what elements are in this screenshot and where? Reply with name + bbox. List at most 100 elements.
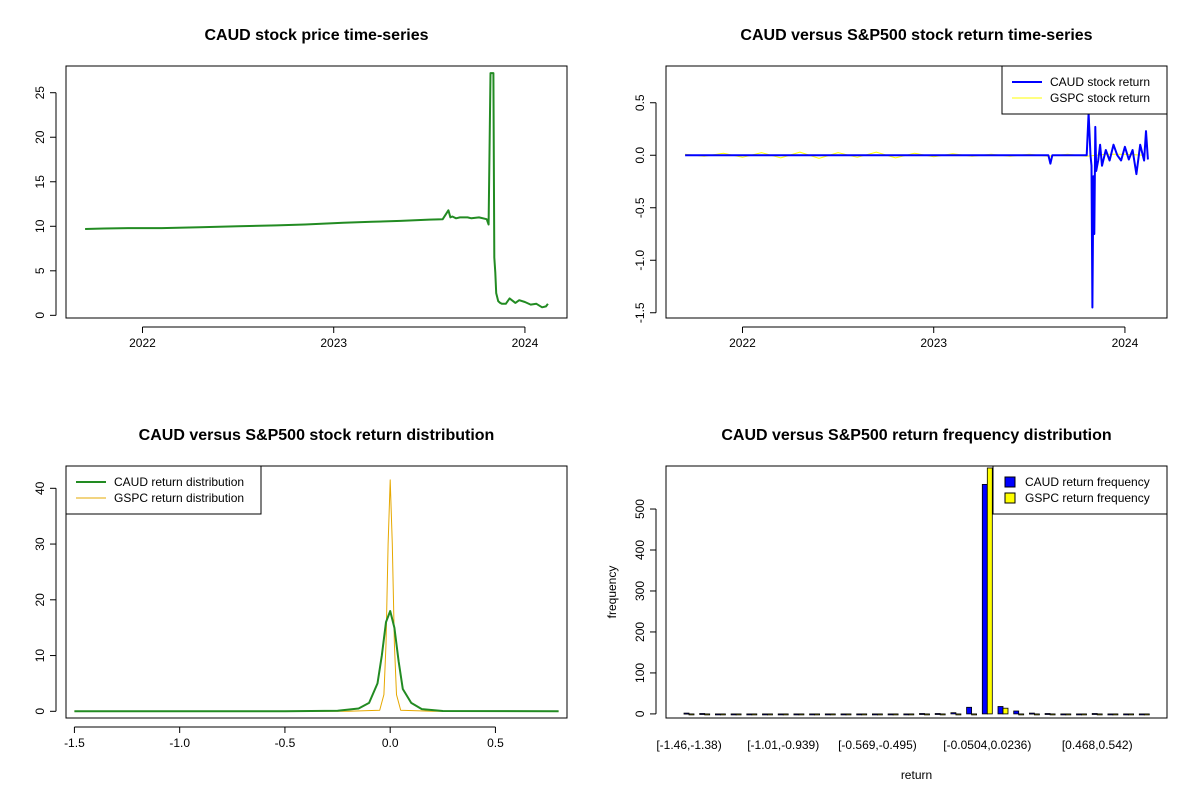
- x-tick-label: [-0.0504,0.0236): [943, 738, 1031, 752]
- legend-box: [65, 465, 262, 515]
- caud-bar: [683, 712, 690, 715]
- caud-bar: [950, 712, 957, 715]
- caud-bar: [715, 713, 721, 716]
- price-panel: CAUD stock price time-series 0 5 10 15 20 25 20…: [33, 27, 568, 350]
- caud-bar: [824, 713, 831, 716]
- legend-label: GSPC stock return: [1050, 91, 1150, 105]
- x-tick-label: 2022: [129, 336, 156, 350]
- gspc-bar: [829, 713, 836, 716]
- caud-bar: [1076, 713, 1082, 716]
- y-tick-label: 40: [33, 481, 47, 495]
- bars: [683, 467, 1150, 716]
- gspc-bar: [908, 713, 915, 716]
- y-tick-label: 30: [33, 537, 47, 551]
- y-tick-label: 15: [33, 175, 47, 189]
- gspc-bar: [1143, 713, 1150, 716]
- frequency-distribution-panel: CAUD versus S&P500 return frequency dist…: [605, 427, 1168, 782]
- legend-label: CAUD return distribution: [114, 475, 244, 489]
- caud-bar: [793, 713, 800, 716]
- gspc-series-line: [74, 479, 559, 712]
- chart-title: CAUD stock price time-series: [204, 27, 428, 44]
- y-tick-label: -0.5: [633, 197, 647, 218]
- caud-bar: [1138, 713, 1145, 716]
- plot-frame: [665, 465, 1168, 719]
- x-tick-label: 2022: [729, 336, 756, 350]
- caud-bar: [809, 713, 815, 716]
- x-tick-label: 2023: [920, 336, 947, 350]
- legend-box: [992, 465, 1168, 515]
- gspc-bar: [1096, 713, 1103, 716]
- gspc-bar: [1128, 713, 1134, 716]
- legend-label: CAUD stock return: [1050, 75, 1150, 89]
- y-tick-label: 20: [33, 130, 47, 144]
- caud-bar: [856, 713, 863, 716]
- y-tick-label: 20: [33, 593, 47, 607]
- caud-series-line: [685, 112, 1149, 309]
- gspc-bar: [1081, 713, 1087, 716]
- caud-bar: [1044, 713, 1051, 715]
- legend-label: CAUD return frequency: [1025, 475, 1150, 489]
- gspc-bar: [704, 713, 711, 716]
- x-tick-label: [0.468,0.542): [1062, 738, 1133, 752]
- x-tick-label: [-1.46,-1.38): [656, 738, 721, 752]
- legend-label: GSPC return frequency: [1025, 491, 1150, 505]
- caud-bar: [762, 713, 768, 716]
- caud-bar: [966, 706, 972, 715]
- gspc-bar: [939, 713, 946, 716]
- gspc-bar: [955, 713, 962, 716]
- gspc-bar: [861, 713, 868, 716]
- gspc-bar: [924, 713, 930, 716]
- chart-title: CAUD versus S&P500 stock return distribu…: [139, 427, 495, 444]
- x-tick-label: 2024: [1112, 336, 1139, 350]
- caud-bar: [997, 706, 1004, 715]
- x-tick-label: 2023: [320, 336, 347, 350]
- y-tick-label: 0.5: [633, 94, 647, 111]
- gspc-bar: [720, 713, 726, 716]
- x-tick-label: 0.5: [487, 736, 504, 750]
- return-distribution-panel: CAUD versus S&P500 stock return distribu…: [33, 427, 568, 750]
- legend-swatch: [1004, 476, 1016, 488]
- x-tick-label: [-1.01,-0.939): [747, 738, 819, 752]
- chart-title: CAUD versus S&P500 stock return time-ser…: [740, 27, 1092, 44]
- gspc-bar: [1049, 713, 1056, 716]
- y-tick-label: 10: [33, 649, 47, 663]
- gspc-bar: [1018, 713, 1025, 716]
- caud-bar: [1123, 713, 1129, 716]
- plot-frame: [65, 65, 568, 319]
- y-tick-label: 0: [33, 708, 47, 715]
- caud-bar: [840, 713, 847, 716]
- plot-frame: [665, 65, 1168, 319]
- caud-bar: [934, 713, 941, 715]
- gspc-bar: [877, 713, 883, 716]
- gspc-series-line: [685, 151, 1145, 159]
- gspc-bar: [1002, 707, 1009, 715]
- gspc-bar: [1065, 713, 1072, 716]
- caud-bar: [730, 713, 737, 716]
- chart-title: CAUD versus S&P500 return frequency dist…: [721, 427, 1111, 444]
- y-tick-label: 5: [33, 267, 47, 274]
- gspc-bar: [971, 713, 977, 716]
- caud-bar: [903, 713, 910, 716]
- legend-swatch: [1004, 492, 1016, 504]
- caud-bar: [746, 713, 753, 716]
- gspc-bar: [798, 713, 805, 716]
- x-tick-label: -1.0: [169, 736, 190, 750]
- gspc-bar: [735, 713, 742, 716]
- caud-bar: [1091, 713, 1098, 715]
- y-tick-label: 0.0: [633, 147, 647, 164]
- y-tick-label: 0: [633, 710, 647, 717]
- y-tick-label: 25: [33, 86, 47, 100]
- x-tick-label: [-0.569,-0.495): [838, 738, 917, 752]
- y-tick-label: 400: [633, 540, 647, 560]
- gspc-bar: [1034, 713, 1040, 716]
- caud-bar: [981, 483, 988, 715]
- x-tick-label: 0.0: [382, 736, 399, 750]
- gspc-bar: [892, 713, 899, 716]
- plot-frame: [65, 465, 568, 719]
- y-tick-label: 100: [633, 663, 647, 683]
- y-tick-label: -1.0: [633, 250, 647, 271]
- caud-bar: [887, 713, 894, 716]
- gspc-bar: [782, 713, 789, 716]
- caud-bar: [919, 713, 925, 715]
